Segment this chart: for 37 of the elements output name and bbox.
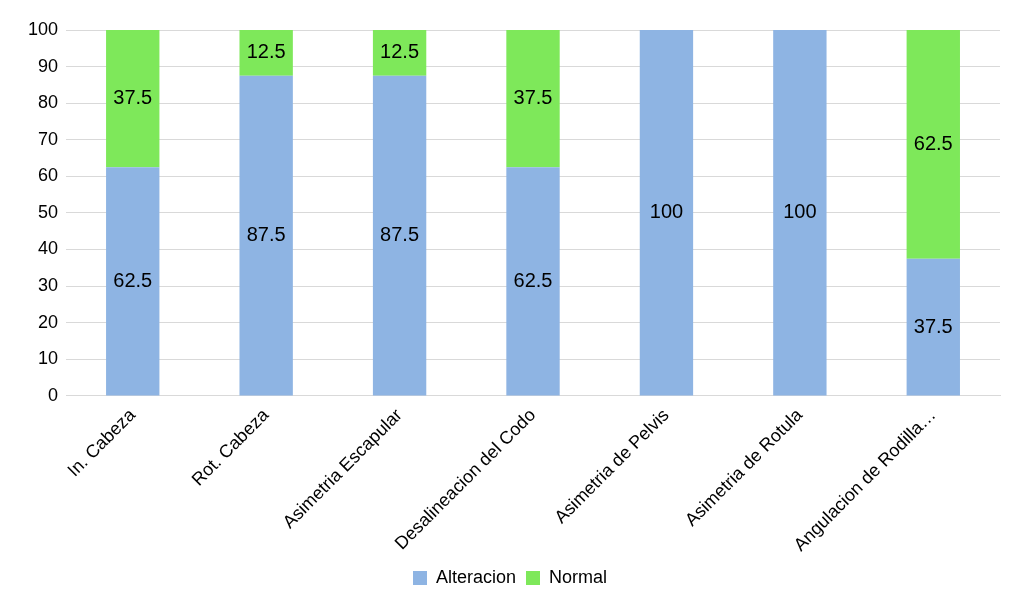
y-tick-label: 60 <box>38 165 59 186</box>
y-tick-label: 20 <box>38 311 59 332</box>
bar <box>106 30 160 168</box>
data-label: 62.5 <box>513 268 553 291</box>
data-label: 12.5 <box>246 40 286 63</box>
bar <box>773 30 827 396</box>
y-tick-label: 30 <box>38 275 59 296</box>
y-tick-label: 50 <box>38 201 59 222</box>
y-tick-label: 10 <box>38 348 59 369</box>
y-tick-label: 0 <box>48 384 59 405</box>
y-tick-label: 100 <box>27 18 59 39</box>
y-tick-label: 90 <box>38 55 59 76</box>
data-label: 87.5 <box>246 223 286 246</box>
data-label: 12.5 <box>380 40 420 63</box>
data-label: 37.5 <box>913 314 953 337</box>
legend-label: Normal <box>549 566 608 587</box>
data-label: 62.5 <box>113 268 153 291</box>
bar <box>506 30 560 168</box>
y-tick-label: 80 <box>38 92 59 113</box>
data-label: 100 <box>783 200 817 223</box>
bar <box>106 167 160 396</box>
data-label: 37.5 <box>513 86 553 109</box>
data-label: 62.5 <box>913 131 953 154</box>
data-label: 100 <box>649 200 684 223</box>
data-label: 37.5 <box>113 86 153 109</box>
bar <box>372 75 427 396</box>
bar <box>239 75 293 396</box>
bar <box>906 258 960 396</box>
bar <box>639 30 694 396</box>
data-label: 87.5 <box>380 223 420 246</box>
bar <box>906 30 960 259</box>
y-tick-label: 40 <box>38 238 59 259</box>
bar <box>239 30 293 76</box>
legend-label: Alteracion <box>435 566 517 587</box>
y-tick-label: 70 <box>38 128 59 149</box>
bar <box>506 167 560 396</box>
bar <box>372 30 427 76</box>
